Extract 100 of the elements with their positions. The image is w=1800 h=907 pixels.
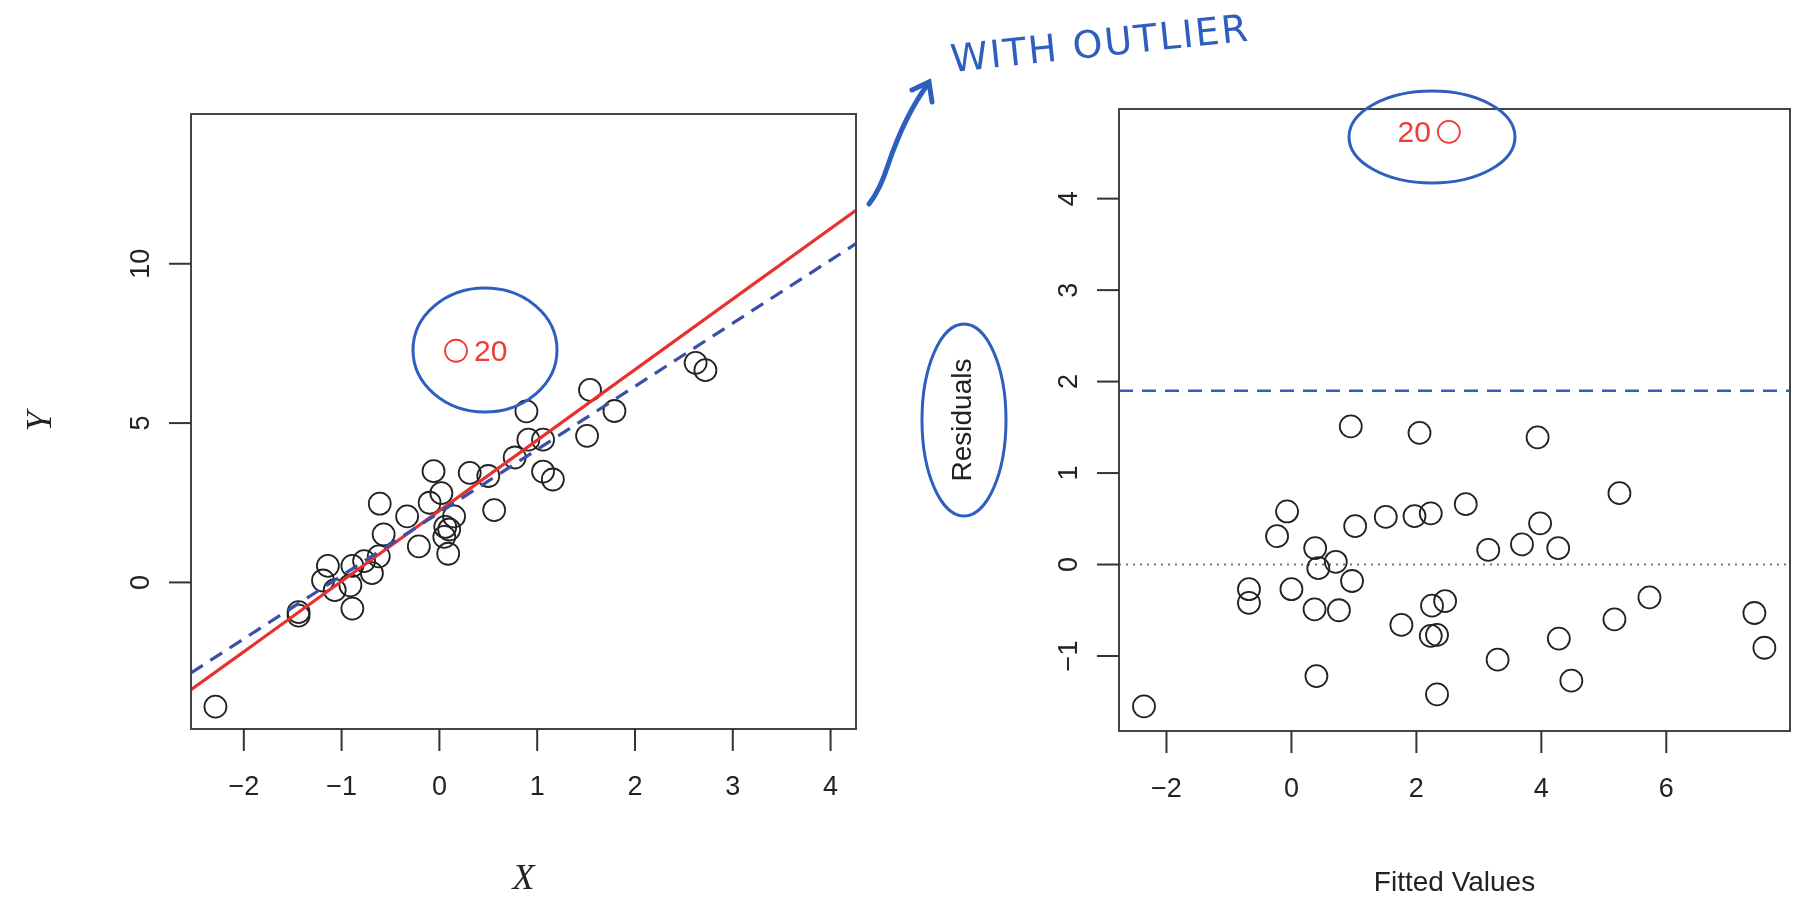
point	[1476, 537, 1501, 562]
point	[1265, 524, 1289, 549]
point	[429, 481, 454, 506]
point	[442, 504, 466, 529]
x-tick-label: −2	[1151, 773, 1182, 803]
point	[1525, 425, 1550, 450]
point	[531, 427, 555, 452]
point	[575, 423, 599, 448]
point	[444, 338, 468, 363]
point	[1528, 511, 1552, 536]
y-tick-label: 0	[125, 574, 155, 590]
point	[338, 573, 363, 598]
point	[1418, 501, 1443, 526]
point	[1425, 623, 1449, 647]
point	[417, 490, 442, 515]
x-tick-label: 0	[1283, 773, 1299, 803]
point	[1279, 577, 1304, 602]
point	[693, 358, 718, 383]
point	[1436, 119, 1461, 144]
point	[602, 399, 627, 423]
x-tick-label: 4	[1533, 773, 1549, 803]
point	[482, 498, 507, 522]
y-tick-label: −1	[1053, 640, 1083, 672]
point	[502, 445, 527, 470]
point	[360, 561, 384, 586]
point	[1389, 612, 1414, 637]
point	[1433, 589, 1458, 614]
point	[1607, 481, 1632, 506]
point	[1420, 593, 1444, 618]
x-tick-label: 2	[627, 771, 643, 801]
point	[476, 464, 501, 488]
point	[683, 350, 708, 375]
text: WITH OUTLIER	[948, 5, 1252, 81]
point	[1752, 635, 1777, 660]
point	[1559, 668, 1584, 693]
point	[516, 427, 541, 452]
point	[371, 522, 396, 547]
x-tick-label: 2	[1408, 773, 1424, 803]
point	[1302, 597, 1327, 622]
y-axis-title: Residuals	[946, 358, 977, 482]
point	[1402, 504, 1427, 528]
point	[1418, 623, 1443, 648]
x-tick-label: 3	[725, 771, 741, 801]
annotation: 20	[1397, 114, 1431, 148]
point	[421, 459, 446, 484]
point	[203, 694, 228, 719]
y-tick-label: 1	[1053, 465, 1083, 481]
point	[1407, 420, 1432, 445]
point	[1742, 601, 1767, 625]
point	[1303, 536, 1328, 560]
point	[1343, 514, 1368, 539]
point	[340, 553, 365, 578]
x-tick-label: −2	[228, 771, 260, 801]
point	[311, 568, 335, 593]
point	[1453, 492, 1478, 517]
point	[395, 504, 420, 529]
point	[1546, 536, 1571, 560]
x-tick-label: 0	[431, 771, 447, 801]
x-tick-label: −1	[326, 771, 357, 801]
x-axis-title: X	[510, 857, 537, 897]
point	[1306, 556, 1331, 581]
y-tick-label: 3	[1053, 282, 1083, 298]
point	[1373, 505, 1398, 529]
y-tick-label: 5	[125, 415, 155, 431]
point	[1510, 532, 1534, 557]
point	[1327, 598, 1351, 623]
point	[1304, 664, 1329, 689]
point	[1275, 499, 1299, 524]
y-tick-label: 4	[1053, 191, 1083, 207]
point	[514, 399, 539, 424]
point	[316, 553, 340, 578]
point	[1338, 414, 1363, 439]
point	[1237, 591, 1261, 615]
point	[1546, 626, 1571, 651]
point	[1323, 549, 1348, 574]
point	[1237, 577, 1261, 602]
point	[1340, 569, 1364, 593]
point	[322, 578, 347, 602]
point	[436, 541, 461, 566]
point	[366, 544, 391, 569]
x-tick-label: 4	[823, 771, 839, 801]
point	[1132, 694, 1156, 719]
y-tick-label: 0	[1053, 557, 1083, 573]
point	[578, 378, 602, 402]
annotation: 20	[474, 333, 508, 367]
y-tick-label: 10	[125, 248, 155, 279]
point	[352, 549, 376, 573]
x-tick-label: 6	[1658, 773, 1674, 803]
point	[540, 467, 565, 492]
point	[406, 534, 431, 559]
point	[1602, 607, 1627, 632]
x-tick-label: 1	[529, 771, 545, 801]
y-axis-title: Y	[19, 407, 59, 432]
point	[531, 459, 555, 484]
y-tick-label: 2	[1053, 374, 1083, 390]
point	[367, 491, 392, 516]
point	[340, 596, 365, 621]
point	[457, 460, 482, 485]
point	[1425, 682, 1449, 707]
point	[1485, 647, 1510, 672]
